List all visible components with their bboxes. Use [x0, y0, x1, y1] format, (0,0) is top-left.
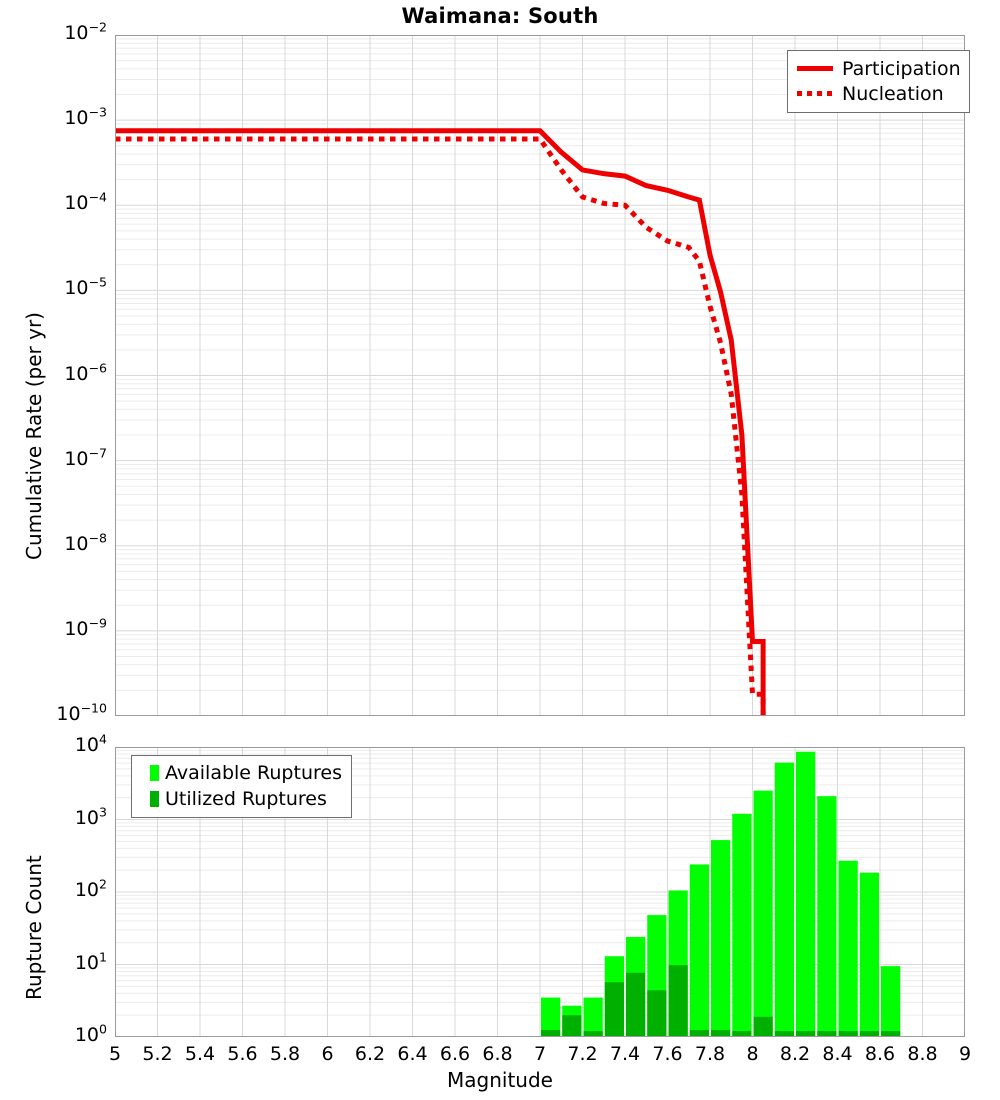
y-tick-label: 10−5: [64, 275, 107, 300]
histogram-bar: [668, 890, 688, 1037]
x-tick-label: 5.2: [142, 1043, 173, 1065]
x-tick-label: 7.2: [567, 1043, 598, 1065]
dotted-line-icon: [795, 85, 835, 103]
histogram-bar: [859, 872, 879, 1037]
x-tick-label: 6: [321, 1043, 334, 1065]
histogram-bar: [753, 790, 773, 1037]
histogram-bar: [626, 936, 646, 1037]
x-tick-label: 8: [746, 1043, 759, 1065]
x-tick-label: 8.2: [779, 1043, 811, 1065]
histogram-bar: [817, 796, 837, 1037]
x-tick-label: 7: [533, 1043, 547, 1065]
y-tick-label: 10−6: [64, 360, 107, 385]
histogram-bar: [541, 997, 561, 1037]
color-swatch-icon: [138, 764, 160, 782]
histogram-bar: [583, 997, 603, 1037]
y-tick-label: 101: [74, 949, 107, 974]
x-tick-label: 8.6: [864, 1043, 896, 1065]
histogram-bar: [881, 966, 901, 1037]
histogram-legend: Available Ruptures Utilized Ruptures: [131, 755, 352, 818]
x-tick-label: 7.4: [609, 1043, 641, 1065]
histogram-bar: [711, 840, 731, 1037]
rupture-count-plot: [115, 747, 965, 1037]
histogram-bar: [838, 860, 858, 1037]
y-tick-label: 10−8: [64, 530, 107, 555]
histogram-bar: [774, 762, 794, 1037]
curve-participation: [115, 128, 766, 716]
legend-item: Nucleation: [795, 81, 961, 106]
y-tick-label: 100: [74, 1021, 107, 1046]
x-axis-label: Magnitude: [447, 1068, 553, 1092]
legend-label: Available Ruptures: [165, 762, 342, 784]
histogram-bar: [796, 751, 816, 1037]
y-tick-label: 102: [74, 876, 107, 901]
color-swatch-icon: [138, 790, 160, 808]
page-title: Waimana: South: [401, 4, 599, 28]
legend-label: Nucleation: [842, 82, 944, 105]
y-tick-label: 10−3: [64, 104, 107, 130]
histogram-bar: [732, 813, 752, 1037]
cumulative-rate-plot: [115, 35, 965, 716]
x-tick-label: 5: [108, 1043, 122, 1065]
y-tick-label: 103: [74, 804, 107, 829]
x-tick-label: 6.6: [439, 1043, 471, 1065]
legend-label: Utilized Ruptures: [165, 788, 327, 810]
x-tick-label: 6.2: [354, 1043, 386, 1065]
histogram-bar: [562, 1005, 582, 1037]
y-tick-label: 10−7: [64, 445, 107, 470]
y-tick-label: 10−4: [64, 189, 107, 215]
x-tick-label: 6.4: [397, 1043, 428, 1065]
x-tick-label: 5.8: [269, 1043, 301, 1065]
y-axis-label-bottom: Rupture Count: [22, 855, 46, 1000]
x-tick-label: 5.6: [227, 1043, 258, 1065]
histogram-bar: [604, 956, 624, 1037]
legend-label: Participation: [842, 57, 961, 80]
x-tick-label: 7.6: [652, 1043, 683, 1065]
histogram-bar: [689, 864, 709, 1037]
x-tick-label: 5.4: [184, 1043, 216, 1065]
x-tick-label: 8.8: [907, 1043, 938, 1065]
histogram-bar: [647, 915, 667, 1037]
x-tick-label: 9: [958, 1043, 972, 1065]
legend-item: Available Ruptures: [138, 760, 342, 786]
cumulative-rate-panel: [115, 35, 965, 716]
x-tick-label: 8.4: [822, 1043, 853, 1065]
legend-item: Utilized Ruptures: [138, 786, 342, 812]
curve-legend: Participation Nucleation: [787, 50, 970, 113]
y-tick-label: 104: [74, 731, 107, 756]
y-tick-label: 10−9: [64, 615, 107, 640]
x-tick-label: 7.8: [694, 1043, 726, 1065]
y-tick-label: 10−2: [64, 19, 107, 44]
solid-line-icon: [795, 60, 835, 78]
y-tick-label: 10−10: [56, 700, 107, 725]
y-axis-label-top: Cumulative Rate (per yr): [22, 312, 46, 560]
legend-item: Participation: [795, 56, 961, 81]
x-tick-label: 6.8: [482, 1043, 513, 1065]
curve-nucleation: [115, 136, 766, 716]
